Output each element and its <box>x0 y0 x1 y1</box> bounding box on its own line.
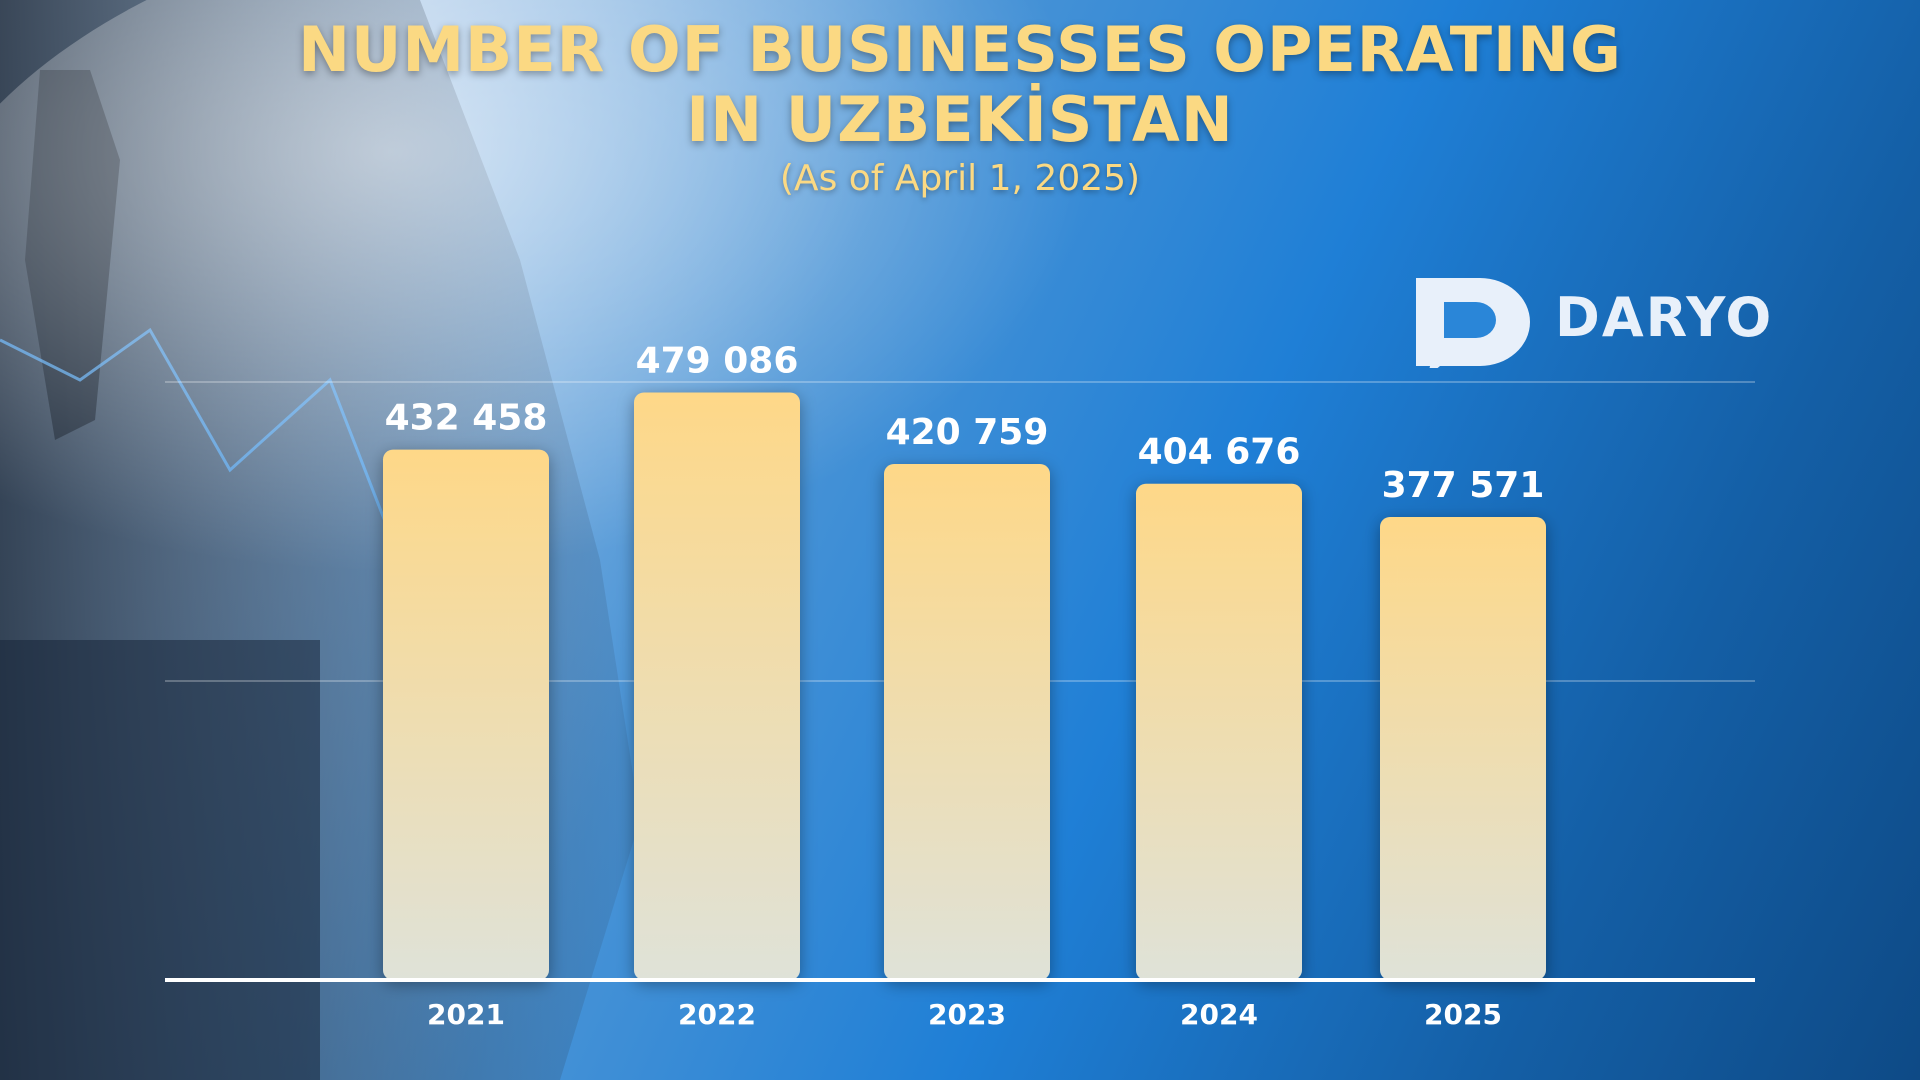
value-labels: 432 458 479 086 420 759 404 676 377 571 <box>385 340 1545 505</box>
bar-2023 <box>884 463 1050 980</box>
bar-2021 <box>383 449 549 981</box>
x-tick-2024: 2024 <box>1180 998 1258 1031</box>
daryo-logo: DARYO <box>1410 272 1774 376</box>
value-label-2024: 404 676 <box>1138 432 1301 473</box>
speech-bubble-d-icon <box>1416 278 1530 376</box>
value-label-2025: 377 571 <box>1382 465 1545 506</box>
x-tick-2021: 2021 <box>427 998 505 1031</box>
x-tick-2023: 2023 <box>928 998 1006 1031</box>
value-label-2022: 479 086 <box>636 340 799 381</box>
chart-title-line-2: IN UZBEKİSTAN <box>686 83 1234 156</box>
bar-2022 <box>634 392 800 980</box>
logo-text: DARYO <box>1555 286 1774 349</box>
bar-2025 <box>1380 516 1546 980</box>
city-skyline <box>0 640 320 1080</box>
x-tick-2025: 2025 <box>1424 998 1502 1031</box>
bars <box>383 392 1546 981</box>
x-tick-labels: 2021 2022 2023 2024 2025 <box>427 998 1502 1031</box>
chart-subtitle: (As of April 1, 2025) <box>779 158 1141 199</box>
chart-title-line-1: NUMBER OF BUSINESSES OPERATING <box>298 13 1622 86</box>
x-tick-2022: 2022 <box>678 998 756 1031</box>
value-label-2021: 432 458 <box>385 398 548 439</box>
bar-2024 <box>1136 483 1302 980</box>
value-label-2023: 420 759 <box>886 412 1049 453</box>
